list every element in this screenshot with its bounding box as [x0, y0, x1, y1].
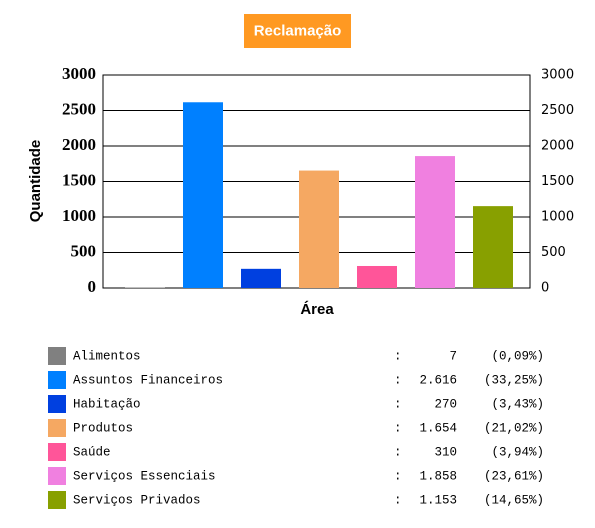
legend-swatch — [48, 443, 66, 461]
y-tick-label: 3000 — [62, 64, 96, 83]
legend-label: Assuntos Financeiros — [73, 373, 223, 387]
y-tick-label: 2500 — [62, 99, 96, 118]
legend-value: 1.858 — [419, 469, 457, 483]
legend-percentage: (33,25%) — [484, 373, 544, 387]
y2-tick-label: 2500 — [541, 103, 574, 118]
legend-separator: : — [394, 397, 402, 411]
bar — [183, 102, 223, 288]
legend-value: 7 — [449, 349, 457, 363]
legend-swatch — [48, 467, 66, 485]
legend-label: Serviços Privados — [73, 493, 201, 507]
y2-tick-label: 3000 — [541, 68, 574, 83]
legend-value: 1.654 — [419, 421, 457, 435]
legend-value: 310 — [434, 445, 457, 459]
x-axis-title: Área — [300, 301, 334, 318]
legend-swatch — [48, 491, 66, 509]
legend-separator: : — [394, 493, 402, 507]
legend-separator: : — [394, 421, 402, 435]
legend-swatch — [48, 419, 66, 437]
chart-title: Reclamação — [254, 22, 342, 39]
legend-percentage: (0,09%) — [491, 349, 544, 363]
y2-tick-label: 2000 — [541, 139, 574, 154]
legend-percentage: (23,61%) — [484, 469, 544, 483]
y-tick-label: 2000 — [62, 135, 96, 154]
y-tick-label: 0 — [88, 277, 97, 296]
y-tick-label: 500 — [71, 241, 97, 260]
legend-separator: : — [394, 349, 402, 363]
y-tick-label: 1000 — [62, 206, 96, 225]
y2-tick-label: 500 — [541, 245, 566, 260]
legend-percentage: (14,65%) — [484, 493, 544, 507]
legend-separator: : — [394, 373, 402, 387]
y-tick-label: 1500 — [62, 170, 96, 189]
legend-swatch — [48, 395, 66, 413]
legend-swatch — [48, 371, 66, 389]
legend-label: Alimentos — [73, 349, 141, 363]
legend-value: 270 — [434, 397, 457, 411]
legend-percentage: (3,94%) — [491, 445, 544, 459]
y2-tick-label: 1500 — [541, 174, 574, 189]
y2-tick-label: 1000 — [541, 210, 574, 225]
legend-percentage: (21,02%) — [484, 421, 544, 435]
bar — [241, 268, 281, 288]
bar — [299, 170, 339, 288]
bar — [473, 206, 513, 288]
legend-label: Serviços Essenciais — [73, 469, 216, 483]
legend-swatch — [48, 347, 66, 365]
legend-label: Saúde — [73, 445, 111, 459]
legend-value: 2.616 — [419, 373, 457, 387]
y-axis-title: Quantidade — [27, 140, 44, 223]
legend-separator: : — [394, 445, 402, 459]
y2-tick-label: 0 — [541, 281, 549, 296]
bar — [357, 265, 397, 288]
legend-value: 1.153 — [419, 493, 457, 507]
bar — [415, 156, 455, 288]
legend-label: Produtos — [73, 421, 133, 435]
legend-separator: : — [394, 469, 402, 483]
title-box — [244, 14, 351, 48]
legend-label: Habitação — [73, 397, 141, 411]
legend-percentage: (3,43%) — [491, 397, 544, 411]
